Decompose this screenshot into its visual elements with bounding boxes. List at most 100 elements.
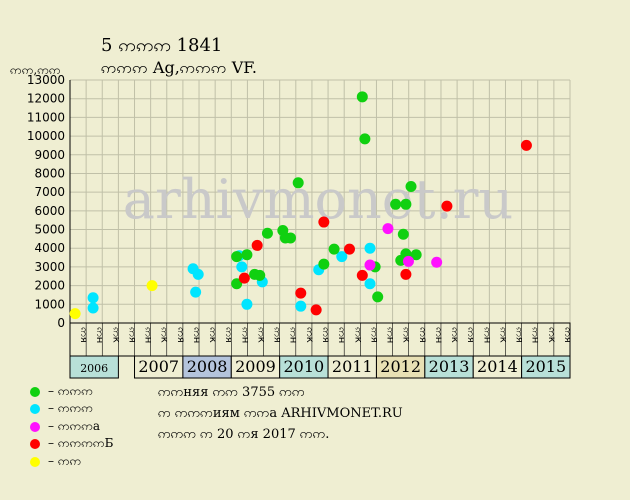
year-label: 2006: [80, 362, 108, 375]
legend: – ဢဢဢ – ဢဢဢ – ဢဢဢa – ဢဢဢဢБ – ဢဢ: [30, 383, 113, 471]
year-label: 2011: [332, 357, 373, 376]
y-tick-label: 12000: [27, 92, 65, 106]
month-tick-label: ဢя: [368, 327, 379, 343]
month-tick-label: ဢя: [465, 327, 476, 343]
month-tick-label: ဢк: [497, 327, 508, 343]
legend-item-magenta: – ဢဢဢa: [30, 418, 113, 436]
year-cell: [521, 355, 571, 379]
data-point-cyan: [87, 302, 99, 314]
month-tick-label: ဢк: [401, 327, 412, 343]
year-label: 2014: [477, 357, 518, 376]
data-point-red: [520, 139, 532, 151]
legend-item-red: – ဢဢဢဢБ: [30, 436, 113, 454]
month-tick-label: ဢк: [207, 327, 218, 343]
month-tick-label: ဢк: [449, 327, 460, 343]
cyan-dot-icon: [30, 404, 40, 415]
data-point-green: [254, 269, 266, 281]
legend-item-green: – ဢဢဢ: [30, 383, 113, 401]
data-point-magenta: [402, 255, 414, 267]
y-tick-label: 7000: [34, 185, 65, 199]
data-point-green: [285, 232, 297, 244]
y-tick-label: 6000: [34, 204, 65, 218]
data-point-green: [292, 177, 304, 189]
legend-label: – ဢဢဢဢБ: [48, 436, 114, 451]
info-block: ဢဢняя ဢဢ 3755 ဢဢ ဢ ဢဢဢиям ဢဢа ARHIVMONET…: [158, 382, 403, 445]
data-point-yellow: [146, 280, 158, 292]
data-point-cyan: [192, 268, 204, 280]
month-tick-label: ဢн: [94, 327, 105, 343]
month-tick-label: ဢн: [239, 327, 250, 343]
y-tick-label: 13000: [27, 73, 65, 87]
month-tick-label: ဢн: [433, 327, 444, 343]
data-point-cyan: [364, 278, 376, 290]
month-tick-label: ဢя: [320, 327, 331, 343]
magenta-dot-icon: [30, 421, 40, 432]
legend-label: – ဢဢဢa: [48, 418, 101, 433]
data-point-red: [356, 269, 368, 281]
data-point-magenta: [364, 259, 376, 271]
data-point-green: [410, 249, 422, 261]
month-tick-label: ဢк: [110, 327, 121, 343]
data-point-green: [241, 249, 253, 261]
month-tick-label: ဢя: [514, 327, 525, 343]
y-tick-label: 0: [57, 316, 65, 330]
year-label: 2009: [235, 357, 276, 376]
data-point-cyan: [236, 261, 248, 273]
data-point-magenta: [382, 223, 394, 235]
year-label: 2015: [525, 357, 566, 376]
month-tick-label: ဢк: [159, 327, 170, 343]
chart-subtitle: ဢဢဢ Ag,ဢဢဢ VF.: [101, 58, 257, 77]
legend-label: – ဢဢဢ: [48, 401, 93, 416]
data-point-cyan: [190, 286, 202, 298]
month-tick-label: ဢн: [385, 327, 396, 343]
month-tick-label: ဢк: [304, 327, 315, 343]
year-label: 2013: [429, 357, 470, 376]
info-line-count: ဢဢняя ဢဢ 3755 ဢဢ: [158, 385, 305, 400]
month-tick-label: ဢн: [336, 327, 347, 343]
y-tick-label: 9000: [34, 148, 65, 162]
data-point-cyan: [336, 251, 348, 263]
year-label: 2010: [284, 357, 325, 376]
month-tick-label: ဢн: [143, 327, 154, 343]
data-point-yellow: [69, 308, 81, 320]
yellow-dot-icon: [30, 456, 40, 467]
year-label: 2007: [138, 357, 179, 376]
data-point-green: [261, 227, 273, 239]
y-tick-label: 5000: [34, 223, 65, 237]
y-tick-label: 11000: [27, 110, 65, 124]
info-line-source: ဢ ဢဢဢиям ဢဢа ARHIVMONET.RU: [158, 406, 403, 421]
month-tick-label: ဢн: [530, 327, 541, 343]
year-label: 2008: [187, 357, 228, 376]
data-point-green: [231, 251, 243, 263]
data-point-cyan: [364, 242, 376, 254]
data-point-cyan: [295, 300, 307, 312]
data-point-green: [356, 91, 368, 103]
month-tick-label: ဢя: [562, 327, 573, 343]
data-point-green: [372, 291, 384, 303]
y-axis-unit-label: ဢဢ,ဢဢ: [10, 63, 61, 77]
data-point-red: [238, 272, 250, 284]
legend-label: – ဢဢဢ: [48, 383, 93, 398]
data-point-green: [231, 278, 243, 290]
data-point-red: [295, 287, 307, 299]
data-point-red: [343, 243, 355, 255]
data-point-cyan: [241, 298, 253, 310]
month-tick-label: ဢн: [191, 327, 202, 343]
data-point-red: [310, 304, 322, 316]
y-tick-label: 10000: [27, 129, 65, 143]
y-tick-label: 2000: [34, 279, 65, 293]
legend-label: – ဢဢ: [48, 453, 82, 468]
year-label: 2012: [380, 357, 421, 376]
y-tick-label: 4000: [34, 241, 65, 255]
month-tick-label: ဢя: [223, 327, 234, 343]
month-tick-label: ဢк: [352, 327, 363, 343]
legend-item-yellow: – ဢဢ: [30, 453, 113, 471]
data-point-red: [251, 239, 263, 251]
month-tick-label: ဢя: [417, 327, 428, 343]
y-tick-label: 3000: [34, 260, 65, 274]
watermark: arhivmonet.ru: [123, 168, 513, 231]
chart-title: 5 ဢဢဢ 1841: [101, 35, 223, 56]
data-point-green: [318, 258, 330, 270]
y-tick-label: 1000: [34, 297, 65, 311]
